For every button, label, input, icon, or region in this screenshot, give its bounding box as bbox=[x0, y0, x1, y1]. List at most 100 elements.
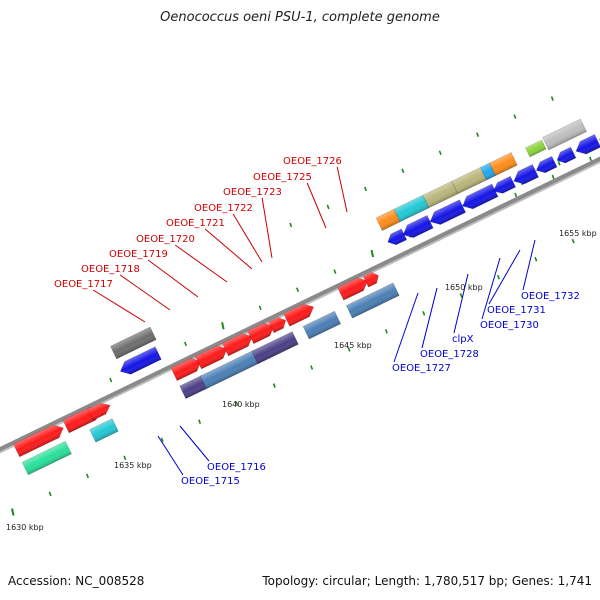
tick-mark bbox=[384, 329, 388, 334]
scale-label: 1645 kbp bbox=[334, 341, 372, 350]
gene-feature[interactable] bbox=[221, 330, 255, 357]
gene-feature-shade bbox=[89, 418, 119, 443]
leader-line bbox=[174, 244, 228, 283]
gene-label[interactable]: OEOE_1727 bbox=[392, 363, 451, 374]
gene-label[interactable]: OEOE_1730 bbox=[480, 320, 539, 331]
tick-mark bbox=[85, 473, 89, 479]
gene-label[interactable]: OEOE_1723 bbox=[223, 187, 282, 198]
leader-line bbox=[261, 197, 273, 259]
gene-feature[interactable] bbox=[554, 146, 577, 166]
gene-feature[interactable] bbox=[422, 180, 459, 209]
gene-feature-shade bbox=[493, 176, 516, 194]
gene-feature[interactable] bbox=[511, 164, 539, 187]
gene-feature[interactable] bbox=[268, 315, 289, 334]
gene-label[interactable]: OEOE_1719 bbox=[109, 249, 168, 260]
gene-label[interactable]: clpX bbox=[452, 334, 474, 345]
gene-feature[interactable] bbox=[534, 155, 558, 176]
gene-feature[interactable] bbox=[21, 440, 72, 476]
backbone-line bbox=[0, 156, 600, 452]
gene-feature-shade bbox=[575, 134, 600, 155]
tick-mark bbox=[326, 204, 330, 210]
gene-feature[interactable] bbox=[170, 355, 204, 382]
tick-mark bbox=[401, 168, 405, 174]
leader-line bbox=[421, 287, 438, 349]
leader-line bbox=[488, 249, 521, 305]
gene-feature[interactable] bbox=[247, 320, 278, 345]
tick-mark bbox=[347, 347, 351, 352]
gene-label[interactable]: OEOE_1717 bbox=[54, 279, 113, 290]
gene-feature-shade bbox=[489, 152, 518, 176]
gene-feature[interactable] bbox=[87, 400, 113, 421]
gene-feature[interactable] bbox=[400, 214, 434, 241]
tick-mark bbox=[48, 491, 52, 497]
gene-feature-shade bbox=[422, 181, 458, 208]
gene-feature[interactable] bbox=[451, 166, 488, 195]
scale-label: 1655 kbp bbox=[559, 229, 597, 238]
gene-feature[interactable] bbox=[427, 199, 466, 228]
leader-line bbox=[147, 259, 199, 298]
gene-feature-shade bbox=[451, 167, 487, 194]
leader-line bbox=[179, 425, 210, 462]
scale-labels: 1630 kbp 1635 kbp 1640 kbp 1645 kbp 1650 kbp… bbox=[6, 229, 597, 532]
gene-label[interactable]: OEOE_1725 bbox=[253, 172, 312, 183]
scale-label: 1635 kbp bbox=[114, 461, 152, 470]
gene-label[interactable]: OEOE_1721 bbox=[166, 218, 225, 229]
gene-feature-shade bbox=[387, 228, 407, 245]
gene-feature-shade bbox=[337, 277, 368, 301]
gene-label[interactable]: OEOE_1718 bbox=[81, 264, 140, 275]
tick-mark bbox=[513, 114, 517, 119]
gene-label[interactable]: OEOE_1715 bbox=[181, 476, 240, 487]
gene-feature[interactable] bbox=[460, 183, 499, 212]
leader-line bbox=[204, 228, 253, 270]
gene-feature[interactable] bbox=[345, 282, 400, 319]
gene-feature-shade bbox=[13, 425, 64, 457]
gene-feature[interactable] bbox=[89, 418, 119, 443]
gene-feature[interactable] bbox=[194, 342, 230, 370]
tick-mark bbox=[370, 249, 375, 258]
gene-label[interactable]: OEOE_1722 bbox=[194, 203, 253, 214]
gene-feature[interactable] bbox=[362, 270, 381, 288]
gene-feature[interactable] bbox=[337, 274, 371, 301]
gene-feature[interactable] bbox=[117, 346, 162, 378]
tick-mark bbox=[363, 186, 367, 192]
leader-line bbox=[393, 292, 419, 363]
gene-feature[interactable] bbox=[573, 134, 600, 157]
gene-feature[interactable] bbox=[302, 310, 342, 340]
gene-feature[interactable] bbox=[375, 208, 401, 231]
gene-feature-shade bbox=[394, 195, 429, 222]
gene-feature-shade bbox=[195, 345, 228, 369]
tick-mark bbox=[198, 419, 202, 424]
gene-feature[interactable] bbox=[200, 349, 261, 390]
tick-mark bbox=[310, 365, 314, 370]
gene-feature-shade bbox=[110, 327, 157, 359]
gene-feature-shade bbox=[283, 304, 314, 327]
gene-feature[interactable] bbox=[13, 422, 66, 458]
gene-feature[interactable] bbox=[110, 326, 157, 360]
gene-feature[interactable] bbox=[491, 175, 516, 196]
gene-feature[interactable] bbox=[251, 331, 299, 365]
tick-mark bbox=[272, 383, 276, 388]
gene-feature[interactable] bbox=[283, 301, 317, 327]
gene-feature-shade bbox=[403, 215, 434, 238]
leader-line bbox=[157, 435, 184, 476]
gene-label[interactable]: OEOE_1726 bbox=[283, 156, 342, 167]
gene-feature-shade bbox=[557, 147, 576, 163]
tick-mark bbox=[289, 222, 293, 228]
leader-line bbox=[522, 239, 536, 291]
gene-feature[interactable] bbox=[489, 152, 518, 177]
gene-label[interactable]: OEOE_1732 bbox=[521, 291, 580, 302]
gene-label[interactable]: OEOE_1716 bbox=[207, 462, 266, 473]
genome-summary-text: Topology: circular; Length: 1,780,517 bp… bbox=[262, 574, 592, 588]
gene-label[interactable]: OEOE_1720 bbox=[136, 234, 195, 245]
gene-feature[interactable] bbox=[385, 228, 408, 248]
gene-label[interactable]: OEOE_1731 bbox=[487, 305, 546, 316]
gene-feature[interactable] bbox=[480, 162, 497, 181]
tick-mark bbox=[476, 132, 480, 137]
gene-label[interactable]: OEOE_1728 bbox=[420, 349, 479, 360]
tick-mark bbox=[514, 192, 518, 198]
tick-mark bbox=[296, 287, 300, 292]
gene-feature[interactable] bbox=[542, 118, 587, 151]
gene-feature[interactable] bbox=[393, 194, 430, 223]
gene-feature[interactable] bbox=[525, 139, 547, 158]
